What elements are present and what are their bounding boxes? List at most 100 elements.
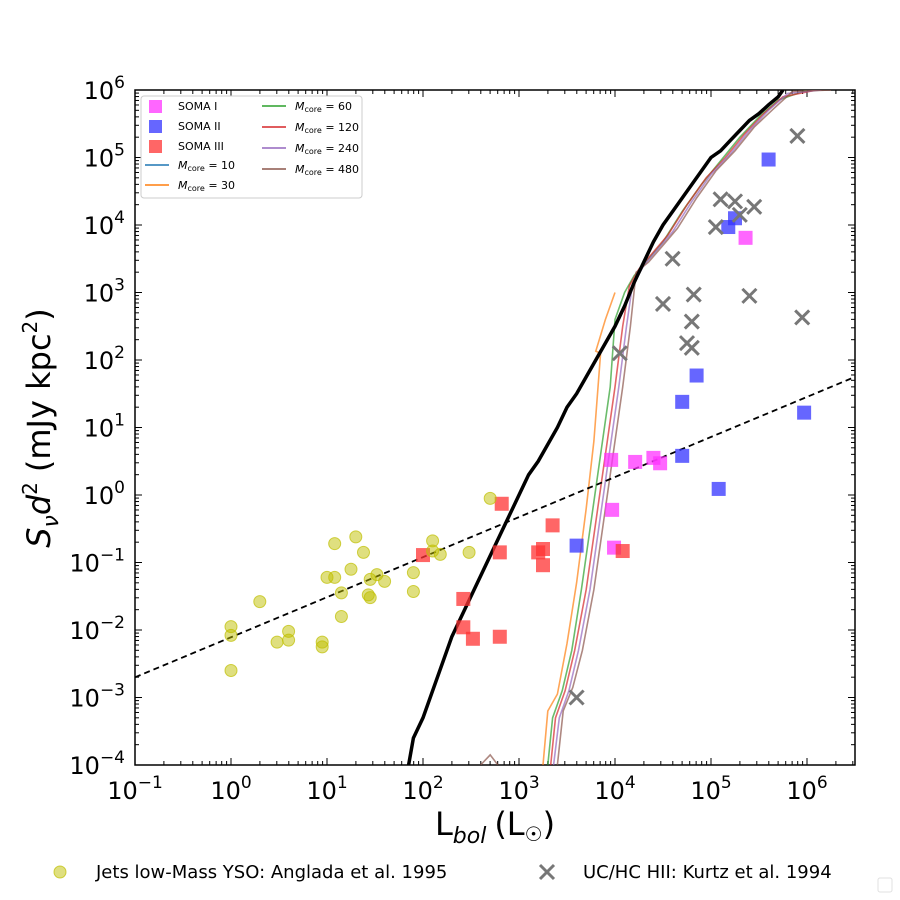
data-point-circle [363,591,377,605]
reference-line-path [135,376,855,679]
x-tick-label: 105 [690,773,731,805]
data-point-square [492,629,507,644]
legend-label: SOMA I [178,100,217,113]
x-stroke [731,206,748,223]
data-point-x [707,218,724,236]
x-tick-label: 101 [306,773,347,805]
x-stroke [712,191,729,208]
legend-marker-square [149,140,162,153]
y-tick-label: 10−3 [69,681,125,713]
bottom-legend-label: Jets low-Mass YSO: Anglada et al. 1995 [95,862,447,883]
data-point-square [465,631,480,646]
x-tick-label: 106 [786,773,827,805]
data-point-circle [344,562,358,576]
x-stroke [685,286,702,303]
x-tick-label: 104 [594,773,635,805]
x-stroke [683,339,700,356]
x-stroke [726,193,744,210]
data-point-square [569,538,584,553]
y-tick-label: 10−4 [69,748,125,780]
model-tracks [480,90,832,765]
data-point-circle [224,664,238,677]
data-point-square [536,542,550,556]
x-stroke [794,309,811,326]
legend-label: Mcore = 30 [178,179,235,193]
data-point-circle [315,640,329,654]
data-point-x [568,689,585,706]
data-point-circle [334,586,348,600]
x-stroke [746,198,763,215]
plot-area [134,89,856,766]
data-point-square [615,544,630,559]
bottom-legend: Jets low-Mass YSO: Anglada et al. 1995 UC… [53,862,832,883]
data-point-circle [282,633,296,647]
x-stroke [538,863,556,881]
x-tick-label: 100 [210,773,251,805]
x-axis-label: Lbol (L☉) [435,805,555,849]
data-point-x [683,339,700,356]
data-point-square [711,481,726,496]
model-track [547,90,808,765]
data-point-circle [356,545,370,559]
legend-label: SOMA III [178,140,224,153]
x-stroke [683,313,700,330]
y-tick-label: 101 [84,411,125,443]
data-point-square [675,394,690,409]
data-point-square [456,591,471,606]
legend-label: Mcore = 240 [295,142,359,156]
data-point-square [545,518,560,533]
data-point-circle [328,570,342,584]
x-stroke [654,295,672,313]
corner-box [877,877,893,893]
model-track [542,292,616,765]
data-point-x [746,198,763,215]
black-curve-line [406,90,785,765]
x-stroke [741,287,758,304]
data-point-square [492,545,507,560]
data-point-x [685,286,702,303]
data-point-x [683,313,700,330]
black-curve [406,90,785,765]
legend-label: Mcore = 10 [178,159,235,173]
y-tick-label: 10−2 [69,613,125,645]
data-point-square [797,405,812,420]
model-track [480,753,499,765]
x-stroke [789,127,806,144]
x-stroke [664,250,681,267]
data-point-square [761,152,776,167]
bottom-legend-label: UC/HC HII: Kurtz et al. 1994 [583,862,832,883]
data-point-circle [270,635,284,649]
data-point-x [731,206,748,223]
data-point-x [654,295,672,313]
y-tick-labels: 10−4 10−3 10−2 10−1 100 101 102 103 104 105 106 [69,73,125,780]
data-point-square [689,368,704,383]
legend-label: Mcore = 480 [295,163,359,177]
y-axis-label: Sνd2(mJy kpc2) [18,308,64,548]
data-point-square [653,456,668,471]
data-point-square [628,454,643,469]
legend-label: Mcore = 120 [295,121,359,135]
data-point-x [712,191,729,208]
data-point-square [536,558,550,573]
x-stroke [568,689,585,706]
data-point-circle [328,537,342,551]
y-tick-label: 100 [84,478,125,510]
y-tick-label: 10−1 [69,546,125,578]
data-point-circle [253,595,267,609]
data-point-x [611,345,628,362]
y-tick-label: 104 [84,208,125,240]
reference-line [135,376,855,679]
data-point-circle [483,491,497,505]
data-point-square [604,452,619,467]
data-point-square [738,230,753,245]
legend-label: Mcore = 60 [295,100,352,114]
model-track [549,90,817,765]
data-point-circle [462,545,476,559]
data-point-x [794,309,811,326]
data-points [224,127,812,706]
legend-label: SOMA II [178,120,221,133]
data-point-circle [378,574,392,588]
data-point-x [741,287,758,304]
data-point-circle [349,530,363,544]
